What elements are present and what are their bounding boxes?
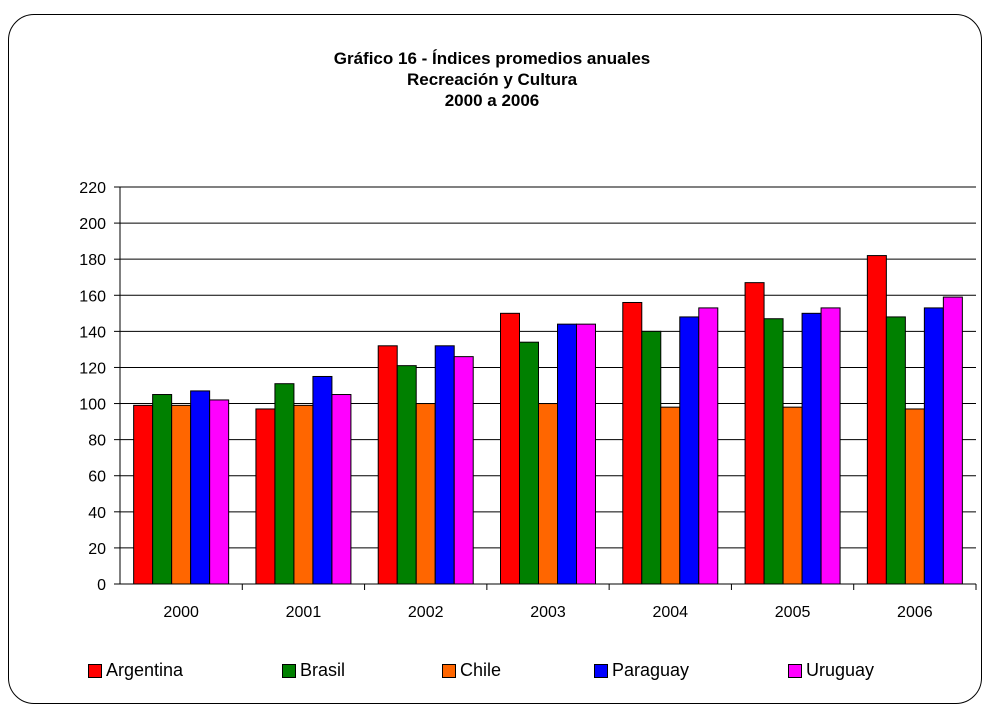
legend-label-brasil: Brasil xyxy=(300,660,346,680)
bar-chile-2000 xyxy=(171,404,192,585)
bar-argentina-2002 xyxy=(377,345,398,585)
bar-uruguay-2005 xyxy=(820,307,841,585)
y-tick-label-0: 0 xyxy=(97,577,106,594)
x-tick-label-2002: 2002 xyxy=(408,604,444,621)
bar-argentina-2004 xyxy=(622,301,643,585)
x-tick-label-2003: 2003 xyxy=(530,604,566,621)
x-tick-label-2004: 2004 xyxy=(652,604,688,621)
legend: Argentina Brasil Chile Paraguay Uruguay xyxy=(0,660,984,690)
legend-label-argentina: Argentina xyxy=(106,660,184,680)
x-tick-label-2001: 2001 xyxy=(286,604,322,621)
bar-uruguay-2004 xyxy=(698,307,719,585)
bar-argentina-2000 xyxy=(133,404,154,585)
y-tick-label-120: 120 xyxy=(79,360,106,377)
bar-brasil-2005 xyxy=(763,318,784,585)
x-tick-label-2000: 2000 xyxy=(163,604,199,621)
chart-title: Gráfico 16 - Índices promedios anuales xyxy=(333,49,651,68)
y-tick-label-200: 200 xyxy=(79,216,106,233)
legend-swatch-uruguay xyxy=(788,663,802,678)
legend-label-paraguay: Paraguay xyxy=(612,660,690,680)
bar-argentina-2006 xyxy=(866,255,887,585)
y-tick-label-160: 160 xyxy=(79,288,106,305)
chart-subtitle-line-1: Recreación y Cultura xyxy=(406,70,578,89)
bar-argentina-2001 xyxy=(255,408,276,585)
bar-brasil-2002 xyxy=(396,365,417,585)
legend-swatch-paraguay xyxy=(594,663,608,678)
bar-paraguay-2001 xyxy=(312,375,333,585)
y-tick-label-180: 180 xyxy=(79,252,106,269)
legend-swatch-argentina xyxy=(88,663,102,678)
bar-chile-2002 xyxy=(415,403,436,585)
bar-chile-2003 xyxy=(538,403,558,585)
bar-chile-2001 xyxy=(293,404,314,585)
bar-chile-2005 xyxy=(782,406,803,585)
bar-chile-2006 xyxy=(904,408,925,585)
y-tick-label-100: 100 xyxy=(79,397,106,414)
legend-item-paraguay: Paraguay xyxy=(594,660,689,681)
legend-item-chile: Chile xyxy=(442,660,501,681)
bar-uruguay-2001 xyxy=(331,394,352,585)
chart-title-block: Gráfico 16 - Índices promedios anuales R… xyxy=(0,48,984,111)
chart-subtitle-line-2: 2000 a 2006 xyxy=(444,91,540,110)
legend-label-uruguay: Uruguay xyxy=(806,660,875,680)
legend-swatch-brasil xyxy=(282,663,296,678)
bar-uruguay-2006 xyxy=(942,296,963,585)
bar-uruguay-2002 xyxy=(453,356,474,585)
bar-argentina-2005 xyxy=(744,282,765,585)
legend-label-chile: Chile xyxy=(460,660,502,680)
x-tick-label-2005: 2005 xyxy=(775,604,811,621)
axes: 0 20 40 60 80 100 120 140 160 180 200 220 2000 2001 20… xyxy=(79,180,977,621)
bars xyxy=(133,255,963,585)
y-tick-label-20: 20 xyxy=(88,541,106,558)
y-tick-label-140: 140 xyxy=(79,324,106,341)
legend-item-brasil: Brasil xyxy=(282,660,345,681)
y-tick-label-40: 40 xyxy=(88,505,106,522)
bar-paraguay-2000 xyxy=(190,390,211,585)
bar-brasil-2000 xyxy=(152,394,173,585)
bar-uruguay-2003 xyxy=(576,323,596,585)
bar-paraguay-2005 xyxy=(801,312,822,585)
legend-swatch-chile xyxy=(442,663,456,678)
bar-argentina-2003 xyxy=(500,312,520,585)
bar-paraguay-2004 xyxy=(679,316,700,585)
bar-brasil-2006 xyxy=(885,316,906,585)
y-tick-label-220: 220 xyxy=(79,180,106,197)
legend-item-argentina: Argentina xyxy=(88,660,183,681)
bar-chile-2004 xyxy=(660,406,681,585)
bar-brasil-2001 xyxy=(274,383,295,585)
bar-brasil-2003 xyxy=(519,341,539,585)
x-tick-label-2006: 2006 xyxy=(897,604,933,621)
y-tick-label-80: 80 xyxy=(88,433,106,450)
bar-paraguay-2006 xyxy=(923,307,944,585)
bar-paraguay-2003 xyxy=(557,323,577,585)
legend-item-uruguay: Uruguay xyxy=(788,660,874,681)
bar-uruguay-2000 xyxy=(209,399,230,585)
y-tick-label-60: 60 xyxy=(88,469,106,486)
bar-paraguay-2002 xyxy=(434,345,455,585)
bar-chart-plot: 0 20 40 60 80 100 120 140 160 180 200 220 2000 2001 20… xyxy=(79,180,977,621)
bar-brasil-2004 xyxy=(641,330,662,585)
